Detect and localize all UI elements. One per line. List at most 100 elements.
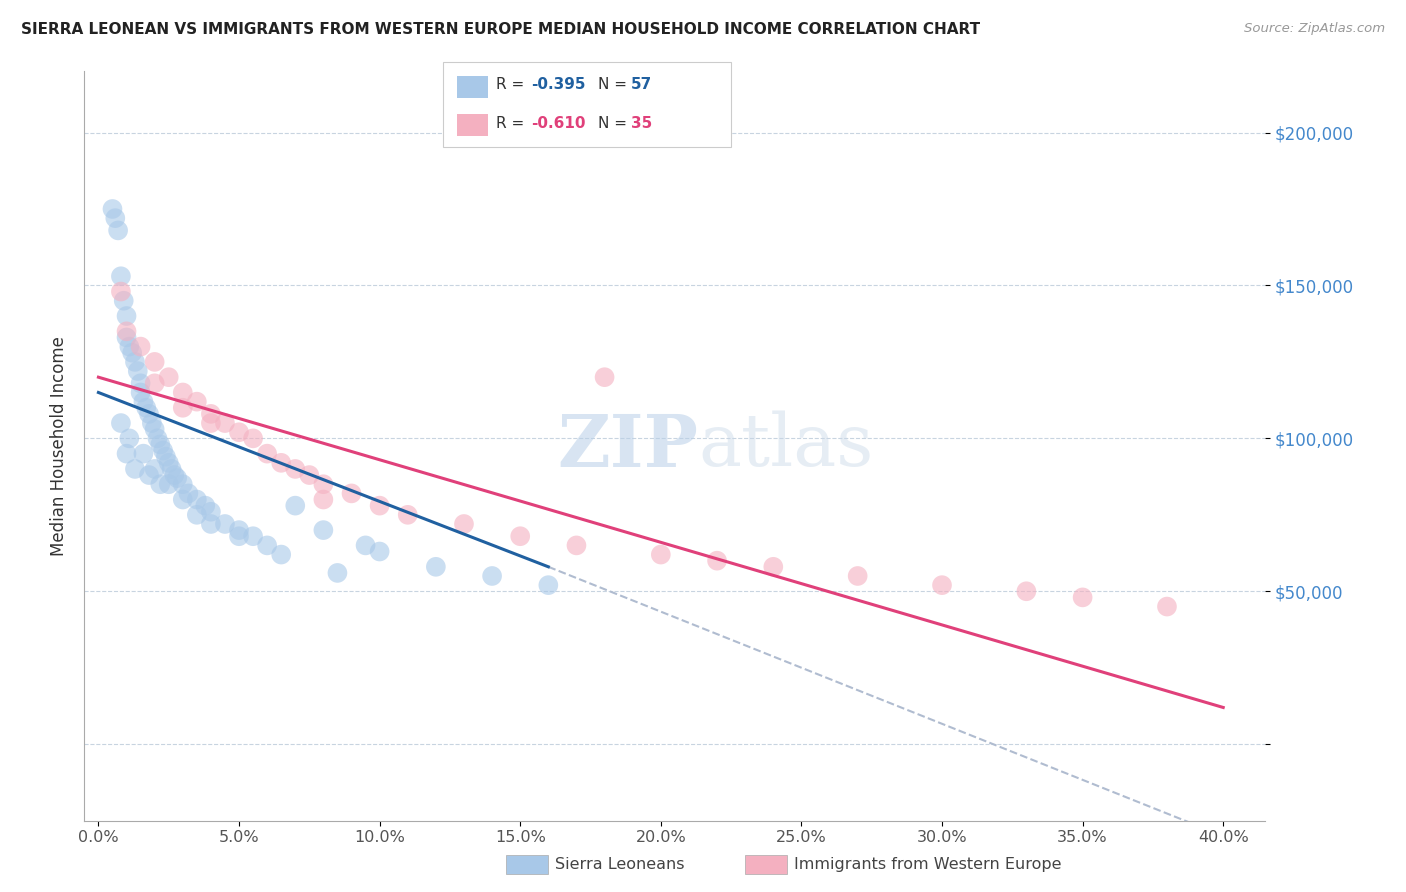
Point [565,538,588,552]
Point [270,456,292,470]
Point [157,370,180,384]
Point [115,309,138,323]
Point [172,401,194,415]
Text: N =: N = [598,78,631,92]
Point [110,285,132,299]
Point [537,578,560,592]
Text: -0.610: -0.610 [531,116,586,130]
Point [354,538,377,552]
Point [214,416,236,430]
Point [110,269,132,284]
Point [152,443,174,458]
Point [177,486,200,500]
Point [242,529,264,543]
Point [340,486,363,500]
Text: R =: R = [496,116,530,130]
Point [149,437,172,451]
Point [143,422,166,436]
Point [186,394,208,409]
Point [298,468,321,483]
Text: atlas: atlas [699,410,875,482]
Point [284,499,307,513]
Point [368,544,391,558]
Point [107,223,129,237]
Point [650,548,672,562]
Point [124,462,146,476]
Point [132,394,155,409]
Point [312,523,335,537]
Point [284,462,307,476]
Point [157,477,180,491]
Point [129,340,152,354]
Point [115,324,138,338]
Point [157,456,180,470]
Point [194,499,217,513]
Point [762,559,785,574]
Point [242,431,264,445]
Point [115,447,138,461]
Point [326,566,349,580]
Point [228,529,250,543]
Y-axis label: Median Household Income: Median Household Income [49,336,67,556]
Point [124,355,146,369]
Point [931,578,953,592]
Point [172,477,194,491]
Point [155,450,177,464]
Point [256,447,278,461]
Text: Source: ZipAtlas.com: Source: ZipAtlas.com [1244,22,1385,36]
Point [312,492,335,507]
Point [163,468,186,483]
Point [200,416,222,430]
Point [593,370,616,384]
Point [121,345,143,359]
Point [228,523,250,537]
Point [312,477,335,491]
Point [453,516,475,531]
Point [110,416,132,430]
Point [368,499,391,513]
Point [214,516,236,531]
Point [146,431,169,445]
Point [166,471,188,485]
Point [425,559,447,574]
Point [104,211,127,226]
Point [200,516,222,531]
Point [172,492,194,507]
Point [141,416,163,430]
Point [143,355,166,369]
Point [118,340,141,354]
Point [127,364,149,378]
Text: SIERRA LEONEAN VS IMMIGRANTS FROM WESTERN EUROPE MEDIAN HOUSEHOLD INCOME CORRELA: SIERRA LEONEAN VS IMMIGRANTS FROM WESTER… [21,22,980,37]
Point [270,548,292,562]
Point [138,468,160,483]
Point [186,508,208,522]
Point [115,330,138,344]
Point [118,431,141,445]
Point [143,462,166,476]
Point [846,569,869,583]
Point [129,385,152,400]
Point [186,492,208,507]
Point [256,538,278,552]
Point [228,425,250,440]
Point [138,407,160,421]
Point [1015,584,1038,599]
Point [200,505,222,519]
Point [132,447,155,461]
Point [172,385,194,400]
Point [101,202,124,216]
Point [143,376,166,391]
Point [149,477,172,491]
Point [1071,591,1094,605]
Text: Immigrants from Western Europe: Immigrants from Western Europe [794,857,1062,871]
Text: R =: R = [496,78,530,92]
Point [160,462,183,476]
Point [706,554,728,568]
Point [396,508,419,522]
Point [112,293,135,308]
Text: -0.395: -0.395 [531,78,586,92]
Text: Sierra Leoneans: Sierra Leoneans [555,857,685,871]
Point [200,407,222,421]
Text: 35: 35 [631,116,652,130]
Point [129,376,152,391]
